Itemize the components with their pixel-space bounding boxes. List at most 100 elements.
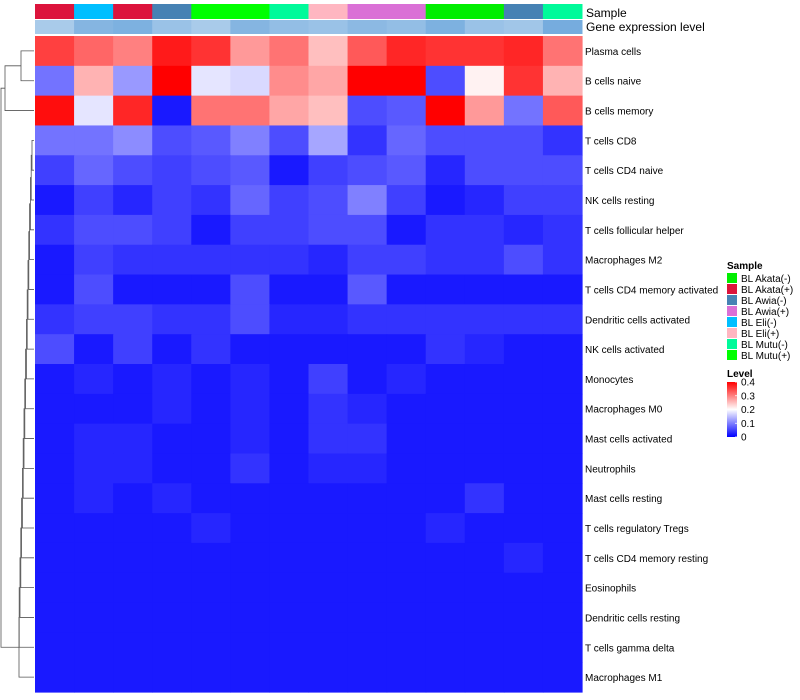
heatmap-cell	[230, 393, 271, 425]
heatmap-cell	[425, 125, 466, 156]
heatmap-cell	[464, 274, 505, 305]
heatmap-cell	[152, 483, 192, 514]
heatmap-cell	[74, 632, 114, 663]
heatmap-cell	[464, 65, 505, 97]
row-label: B cells memory	[585, 107, 653, 118]
heatmap-cell	[35, 393, 75, 425]
heatmap-cell	[464, 155, 505, 186]
heatmap-cell	[191, 483, 231, 514]
heatmap-cell	[230, 125, 271, 156]
heatmap-cell	[464, 334, 505, 365]
heatmap-cell	[308, 393, 349, 425]
heatmap-cell	[542, 602, 583, 633]
heatmap-cell	[542, 334, 583, 365]
heatmap-cell	[464, 572, 505, 604]
heatmap-cell	[191, 65, 231, 97]
heatmap-cell	[308, 274, 349, 305]
sample-annotation-cell	[74, 4, 114, 19]
heatmap-cell	[113, 95, 153, 127]
heatmap-cell	[386, 572, 427, 604]
row-label: T cells follicular helper	[585, 226, 684, 237]
heatmap-cell	[347, 334, 388, 365]
heatmap-cell	[152, 393, 192, 425]
heatmap-cell	[230, 95, 271, 127]
heatmap-cell	[269, 65, 310, 97]
heatmap-cell	[152, 632, 192, 663]
heatmap-cell	[503, 542, 544, 574]
heatmap-cell	[386, 155, 427, 186]
heatmap-cell	[464, 453, 505, 484]
heatmap-cell	[152, 453, 192, 484]
heatmap-cell	[386, 95, 427, 127]
heatmap-cell	[308, 542, 349, 574]
sample-annotation-cell	[464, 4, 505, 19]
sample-legend-label: BL Eli(+)	[741, 329, 779, 340]
heatmap-cell	[35, 632, 75, 663]
heatmap-cell	[542, 65, 583, 97]
heatmap-cell	[386, 483, 427, 514]
heatmap-cell	[386, 65, 427, 97]
heatmap-cell	[464, 393, 505, 425]
sample-annotation-label: Sample	[586, 6, 627, 20]
heatmap-cell	[152, 542, 192, 574]
heatmap-cell	[113, 125, 153, 156]
heatmap-cell	[425, 453, 466, 484]
heatmap-cell	[425, 632, 466, 663]
heatmap-cell	[308, 244, 349, 276]
heatmap-cell	[503, 483, 544, 514]
heatmap-cell	[464, 542, 505, 574]
heatmap-cell	[74, 214, 114, 246]
row-label: NK cells activated	[585, 345, 664, 356]
heatmap-cell	[35, 662, 75, 693]
heatmap-cell	[191, 572, 231, 604]
heatmap-cell	[35, 542, 75, 574]
heatmap-cell	[113, 364, 153, 395]
heatmap-cell	[74, 95, 114, 127]
heatmap-cell	[425, 602, 466, 633]
row-labels: Plasma cells B cells naive B cells memory T…	[585, 47, 718, 684]
heatmap-cell	[542, 244, 583, 276]
heatmap-cell	[74, 393, 114, 425]
heatmap-cell	[503, 662, 544, 693]
heatmap-cell	[386, 185, 427, 216]
heatmap-cell	[542, 95, 583, 127]
heatmap-cell	[347, 304, 388, 335]
heatmap-cell	[503, 65, 544, 97]
heatmap-cell	[425, 304, 466, 335]
heatmap-cell	[191, 334, 231, 365]
heatmap-cell	[152, 214, 192, 246]
sample-annotation-cell	[152, 4, 192, 19]
row-label: Dendritic cells activated	[585, 315, 690, 326]
row-label: Mast cells resting	[585, 494, 662, 505]
sample-annotation-cell	[35, 4, 75, 19]
heatmap-cell	[308, 662, 349, 693]
heatmap-cell	[74, 513, 114, 544]
sample-annotation-cell	[425, 4, 466, 19]
heatmap-cell	[152, 662, 192, 693]
sample-legend-label: BL Mutu(-)	[741, 340, 788, 351]
heatmap-cell	[35, 214, 75, 246]
heatmap-cell	[347, 662, 388, 693]
heatmap-cell	[113, 423, 153, 455]
heatmap-cell	[503, 244, 544, 276]
heatmap-cell	[191, 662, 231, 693]
heatmap-cell	[386, 602, 427, 633]
heatmap-cell	[464, 364, 505, 395]
heatmap-cell	[269, 632, 310, 663]
heatmap-cell	[464, 185, 505, 216]
heatmap-cell	[542, 125, 583, 156]
heatmap-cell	[464, 662, 505, 693]
heatmap-cell	[74, 662, 114, 693]
heatmap-cell	[191, 304, 231, 335]
heatmap-cell	[542, 632, 583, 663]
heatmap-cell	[74, 364, 114, 395]
heatmap-cell	[269, 602, 310, 633]
heatmap-cell	[386, 125, 427, 156]
heatmap-cell	[464, 214, 505, 246]
row-label: T cells regulatory Tregs	[585, 524, 689, 535]
level-tick-label: 0.3	[741, 391, 755, 402]
row-label: Plasma cells	[585, 47, 641, 58]
heatmap-cell	[191, 155, 231, 186]
sample-legend-swatch	[727, 273, 737, 283]
heatmap-cell	[308, 185, 349, 216]
